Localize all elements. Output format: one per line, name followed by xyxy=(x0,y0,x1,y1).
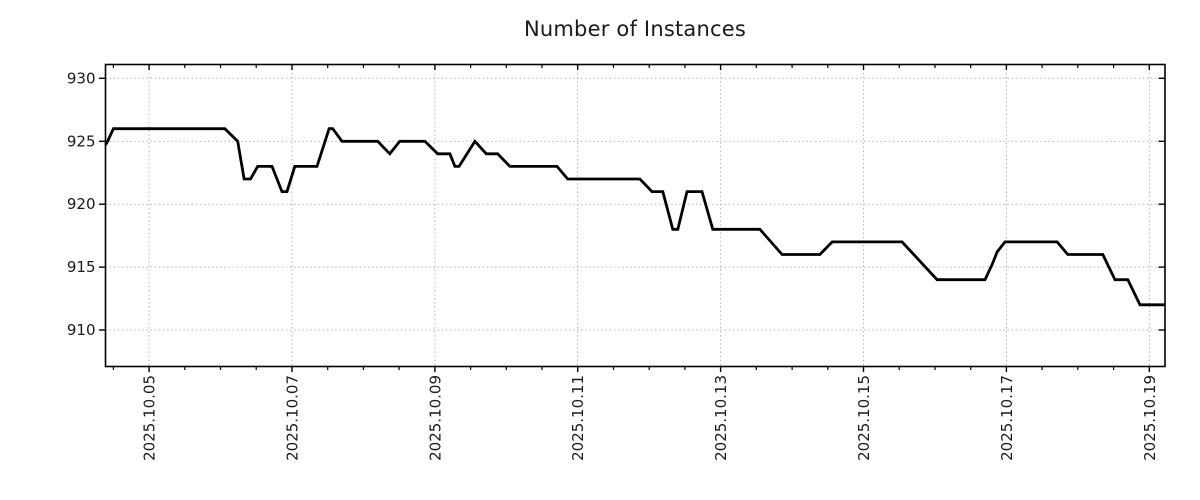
svg-text:915: 915 xyxy=(67,258,96,276)
svg-text:2025.10.09: 2025.10.09 xyxy=(426,375,444,461)
x-grid xyxy=(148,64,1150,367)
svg-text:2025.10.13: 2025.10.13 xyxy=(712,375,730,461)
y-grid xyxy=(105,77,1165,331)
svg-text:925: 925 xyxy=(67,132,96,150)
y-ticks xyxy=(99,77,1165,331)
svg-text:2025.10.15: 2025.10.15 xyxy=(855,375,873,461)
chart-title: Number of Instances xyxy=(523,17,746,41)
svg-text:2025.10.05: 2025.10.05 xyxy=(141,375,159,461)
plot-border xyxy=(104,63,1166,368)
svg-text:910: 910 xyxy=(67,321,96,339)
x-minor-ticks xyxy=(112,64,1115,370)
svg-text:920: 920 xyxy=(67,195,96,213)
svg-text:2025.10.07: 2025.10.07 xyxy=(284,375,302,461)
svg-text:930: 930 xyxy=(67,69,96,87)
svg-text:2025.10.19: 2025.10.19 xyxy=(1141,375,1159,461)
svg-text:2025.10.11: 2025.10.11 xyxy=(569,375,587,461)
x-tick-labels: 2025.10.05 2025.10.07 2025.10.09 2025.10.11… xyxy=(141,375,1159,461)
svg-text:2025.10.17: 2025.10.17 xyxy=(998,375,1016,461)
y-tick-labels: 910 915 920 925 930 xyxy=(67,69,96,339)
series-line xyxy=(104,127,1165,307)
x-major-ticks xyxy=(148,64,1151,372)
